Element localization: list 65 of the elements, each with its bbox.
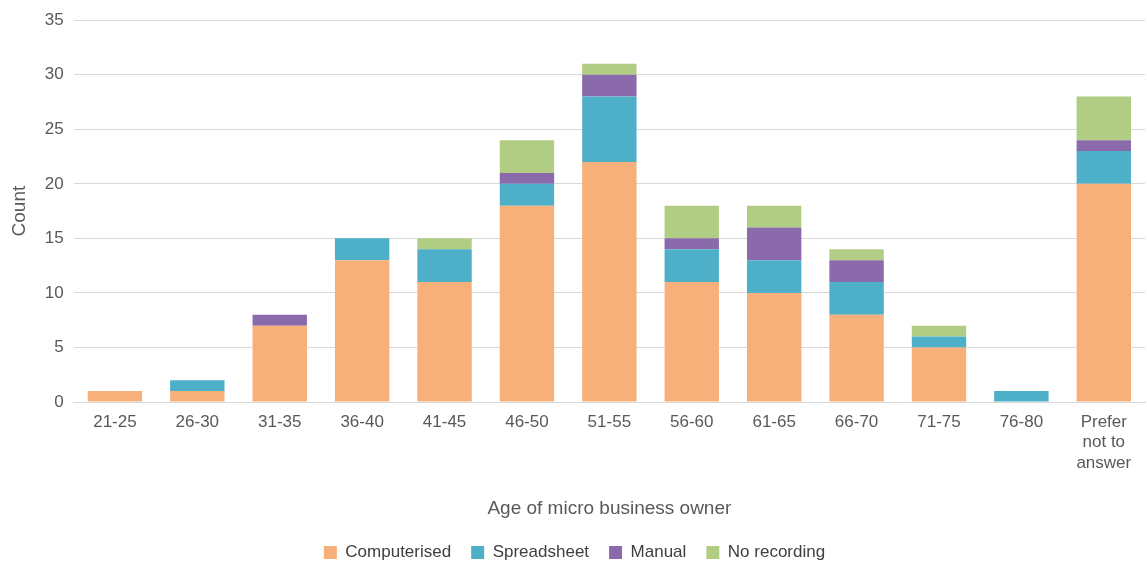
y-tick-label: 15 <box>44 228 64 248</box>
legend-label: Computerised <box>345 542 452 562</box>
bar <box>1076 96 1131 141</box>
bar <box>829 260 884 283</box>
bar <box>499 172 555 184</box>
bar <box>334 260 390 402</box>
bar <box>1076 140 1131 152</box>
x-axis-title: Age of micro business owner <box>487 496 732 518</box>
bar <box>499 140 555 173</box>
bar <box>252 314 307 326</box>
bar <box>829 314 884 402</box>
bar <box>911 347 967 402</box>
bar <box>252 325 307 402</box>
y-tick-label: 10 <box>44 282 64 302</box>
x-tick-label: 41-45 <box>422 411 467 431</box>
x-tick-label: 21-25 <box>93 411 137 431</box>
bar <box>417 282 472 402</box>
x-tick-label: 46-50 <box>505 411 549 431</box>
bar <box>582 63 637 75</box>
bar <box>87 391 143 402</box>
bar <box>829 249 884 261</box>
bar <box>829 282 884 315</box>
x-tick-label: 76-80 <box>999 411 1044 431</box>
bar <box>170 380 225 392</box>
legend-label: No recording <box>727 542 826 562</box>
bar <box>994 391 1049 402</box>
bar <box>499 183 555 206</box>
bar <box>664 205 719 239</box>
bar <box>1076 183 1131 402</box>
bar <box>582 162 637 402</box>
x-tick-label: 56-60 <box>670 411 714 431</box>
bar <box>911 336 967 348</box>
y-tick-label: 35 <box>44 9 64 29</box>
x-tick-label: 66-70 <box>834 411 879 431</box>
x-tick-label: 51-55 <box>587 411 632 431</box>
bar <box>746 205 802 228</box>
bar <box>746 260 802 293</box>
bar <box>664 249 719 283</box>
bar <box>417 238 472 250</box>
bar <box>170 391 225 402</box>
bar <box>582 74 637 97</box>
x-tick-label: 36-40 <box>340 411 384 431</box>
x-tick-label: 71-75 <box>917 411 961 431</box>
bar <box>417 249 472 283</box>
y-tick-label: 30 <box>44 64 64 84</box>
legend-label: Spreadsheet <box>492 542 590 562</box>
bar <box>334 238 390 261</box>
x-tick-label: Prefer not to answer <box>1076 411 1132 472</box>
x-tick-label: 31-35 <box>257 411 302 431</box>
y-tick-label: 5 <box>54 337 64 357</box>
bar <box>1076 151 1131 184</box>
y-tick-label: 20 <box>44 173 64 193</box>
y-tick-label: 0 <box>54 391 64 411</box>
x-tick-label: 26-30 <box>175 411 220 431</box>
x-tick-label: 61-65 <box>752 411 796 431</box>
bar <box>746 227 802 261</box>
bar <box>664 282 719 402</box>
bar <box>664 238 719 250</box>
bar <box>582 96 637 163</box>
legend-label: Manual <box>630 542 687 562</box>
y-axis-title: Count <box>7 185 29 237</box>
bar <box>746 292 802 402</box>
bar <box>499 205 555 402</box>
bar <box>911 325 967 337</box>
y-tick-label: 25 <box>44 118 64 138</box>
